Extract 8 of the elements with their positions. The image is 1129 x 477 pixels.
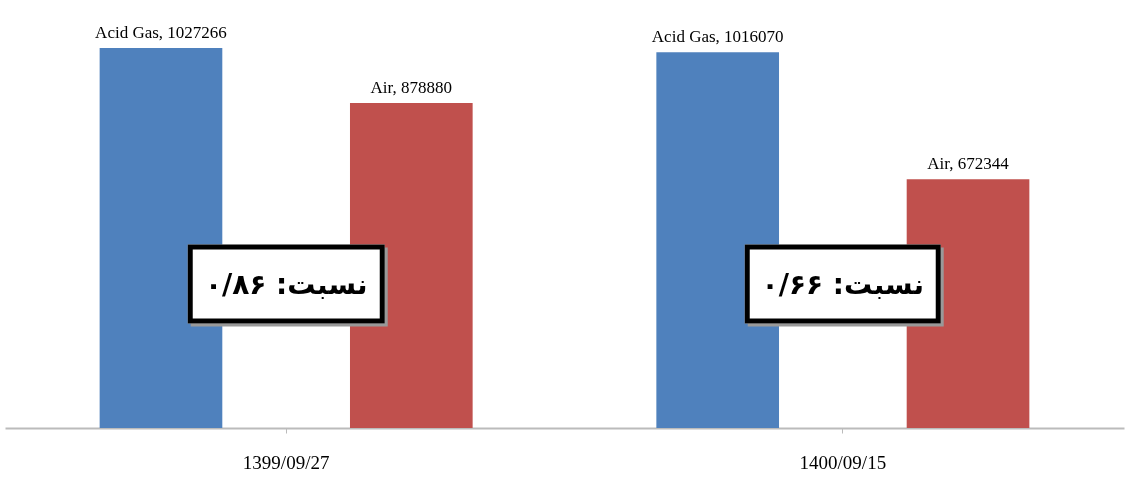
x-tick-label: 1399/09/27 <box>242 451 330 473</box>
data-label: Acid Gas, 1016070 <box>651 27 784 47</box>
data-label: Acid Gas, 1027266 <box>95 23 227 42</box>
data-label: Air, 672344 <box>927 154 1010 174</box>
x-tick-label: 1400/09/15 <box>799 451 887 473</box>
note-box: نسبت: ۰/۸۶ <box>187 244 385 324</box>
note-box: نسبت: ۰/۶۶ <box>744 244 942 324</box>
data-label: Air, 878880 <box>370 77 453 97</box>
